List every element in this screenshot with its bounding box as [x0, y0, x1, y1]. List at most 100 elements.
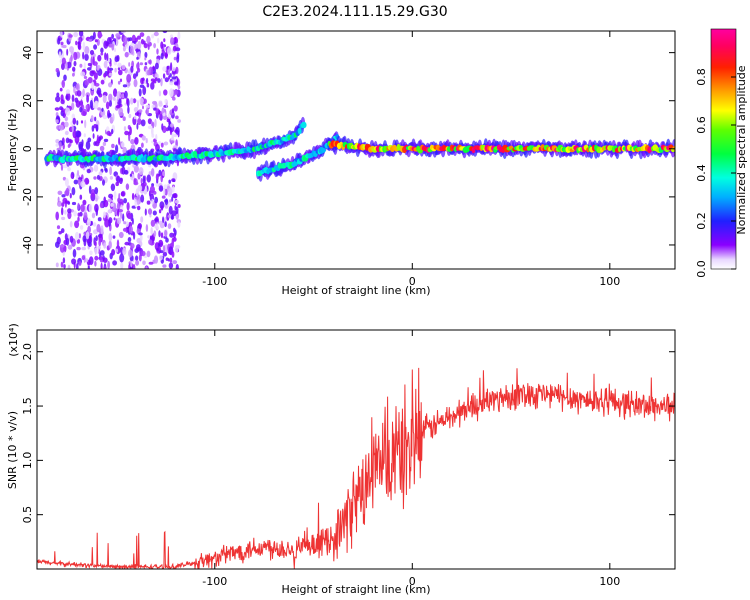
heatmap-noise-blob — [105, 101, 110, 110]
heatmap-noise-blob — [55, 119, 59, 124]
heatmap-noise-blob — [80, 120, 84, 124]
heatmap-noise-blob — [119, 112, 124, 116]
heatmap-noise-blob — [111, 128, 114, 135]
heatmap-noise-blob — [114, 48, 116, 52]
heatmap-noise-blob — [164, 77, 169, 83]
heatmap-noise-blob — [171, 132, 174, 140]
heatmap-noise-blob — [120, 93, 125, 99]
heatmap-noise-blob — [122, 46, 126, 52]
heatmap-noise-blob — [138, 167, 144, 176]
heatmap-noise-blob — [126, 74, 132, 83]
heatmap-noise-blob — [60, 228, 65, 234]
colorbar-tick-label: 0.0 — [695, 260, 708, 278]
heatmap-noise-blob — [172, 67, 176, 72]
heatmap-noise-blob — [152, 121, 155, 129]
heatmap-noise-blob — [91, 81, 95, 91]
heatmap-noise-blob — [62, 176, 66, 181]
heatmap-noise-blob — [61, 79, 65, 89]
x-tick-label: 100 — [599, 275, 620, 288]
heatmap-noise-blob — [171, 210, 177, 217]
heatmap-noise-blob — [172, 96, 176, 101]
heatmap-noise-blob — [154, 196, 159, 204]
heatmap-noise-blob — [97, 33, 103, 38]
heatmap-noise-blob — [63, 74, 67, 81]
heatmap-noise-blob — [152, 80, 157, 84]
heatmap-noise-blob — [112, 96, 116, 101]
heatmap-noise-blob — [102, 141, 107, 147]
heatmap-noise-blob — [162, 112, 166, 117]
heatmap-noise-blob — [158, 230, 161, 238]
heatmap-noise-blob — [130, 65, 134, 73]
heatmap-noise-blob — [166, 65, 170, 70]
heatmap-noise-blob — [172, 45, 177, 52]
heatmap-noise-blob — [103, 266, 107, 269]
heatmap-noise-blob — [149, 185, 155, 194]
heatmap-noise-blob — [136, 123, 139, 130]
heatmap-noise-blob — [103, 40, 109, 49]
heatmap-noise-blob — [162, 73, 166, 79]
heatmap-noise-blob — [73, 60, 77, 67]
heatmap-noise-blob — [59, 87, 63, 92]
heatmap-noise-blob — [138, 254, 142, 262]
heatmap-noise-blob — [138, 113, 141, 119]
heatmap-noise-blob — [165, 237, 169, 243]
heatmap-noise-blob — [156, 48, 159, 55]
heatmap-noise-blob — [140, 38, 145, 45]
heatmap-noise-blob — [136, 56, 139, 60]
figure-title: C2E3.2024.111.15.29.G30 — [262, 4, 447, 20]
heatmap-noise-blob — [117, 67, 121, 71]
heatmap-noise-blob — [169, 73, 172, 78]
heatmap-noise-blob — [154, 77, 158, 82]
heatmap-noise-blob — [145, 266, 148, 269]
heatmap-noise-blob — [65, 237, 70, 246]
heatmap-noise-blob — [109, 100, 112, 107]
heatmap-noise-blob — [88, 232, 93, 237]
heatmap-noise-blob — [102, 94, 107, 104]
heatmap-noise-blob — [121, 141, 125, 148]
spectrogram-x-label: Height of straight line (km) — [281, 284, 430, 297]
heatmap-noise-blob — [157, 37, 160, 44]
y-tick-label: 2.0 — [21, 343, 34, 361]
snr-y-label: SNR (10 * v/v) — [6, 411, 19, 489]
heatmap-noise-blob — [108, 232, 113, 242]
heatmap-noise-blob — [64, 209, 67, 215]
heatmap-trace-cell — [297, 127, 302, 135]
heatmap-noise-blob — [124, 170, 129, 175]
heatmap-noise-blob — [137, 172, 141, 180]
heatmap-noise-blob — [108, 240, 112, 249]
heatmap-noise-blob — [116, 217, 122, 225]
heatmap-noise-blob — [99, 145, 105, 152]
heatmap-noise-blob — [147, 125, 153, 130]
heatmap-noise-blob — [177, 221, 181, 228]
heatmap-noise-blob — [77, 41, 81, 50]
heatmap-noise-blob — [138, 232, 143, 236]
heatmap-noise-blob — [55, 139, 60, 144]
heatmap-noise-blob — [96, 65, 100, 71]
heatmap-noise-blob — [64, 130, 69, 136]
snr-frame — [36, 329, 676, 570]
heatmap-noise-blob — [59, 244, 65, 248]
heatmap-noise-blob — [173, 193, 178, 199]
heatmap-noise-blob — [104, 168, 108, 173]
heatmap-noise-blob — [143, 43, 148, 49]
heatmap-noise-blob — [148, 67, 151, 76]
heatmap-noise-blob — [60, 94, 64, 102]
heatmap-noise-blob — [87, 265, 90, 269]
heatmap-noise-blob — [160, 232, 164, 239]
heatmap-noise-blob — [81, 246, 86, 251]
heatmap-noise-blob — [174, 199, 180, 204]
heatmap-noise-blob — [89, 99, 93, 109]
heatmap-noise-blob — [100, 262, 103, 269]
heatmap-noise-blob — [173, 105, 178, 112]
heatmap-noise-blob — [151, 168, 155, 177]
heatmap-noise-blob — [114, 98, 118, 107]
heatmap-noise-blob — [123, 126, 127, 131]
heatmap-noise-blob — [108, 67, 114, 71]
heatmap-noise-blob — [80, 180, 86, 188]
heatmap-noise-blob — [60, 164, 64, 171]
heatmap-noise-blob — [150, 219, 156, 227]
heatmap-noise-blob — [145, 138, 148, 144]
heatmap-noise-blob — [78, 31, 84, 37]
heatmap-noise-blob — [82, 88, 85, 98]
heatmap-noise-blob — [117, 201, 121, 211]
